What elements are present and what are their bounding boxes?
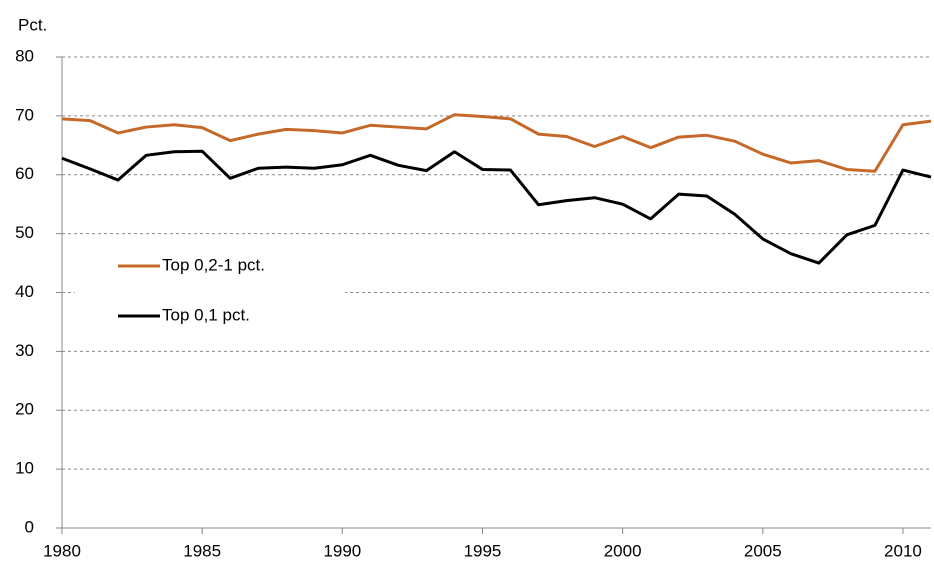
y-tick-label: 40 — [15, 282, 34, 301]
legend-label: Top 0,2-1 pct. — [162, 255, 265, 274]
legend-box — [75, 244, 345, 336]
legend-label: Top 0,1 pct. — [162, 305, 250, 324]
y-tick-label: 80 — [15, 46, 34, 65]
y-tick-label: 0 — [25, 517, 34, 536]
x-tick-label: 1985 — [183, 541, 221, 560]
y-tick-label: 10 — [15, 459, 34, 478]
y-tick-label: 50 — [15, 223, 34, 242]
y-tick-label: 30 — [15, 341, 34, 360]
x-tick-label: 1995 — [464, 541, 502, 560]
x-tick-label: 2005 — [744, 541, 782, 560]
line-series — [61, 149, 932, 265]
y-axis-label: Pct. — [18, 15, 47, 34]
y-tick-label: 20 — [15, 400, 34, 419]
line-series — [61, 113, 932, 173]
x-tick-label: 2010 — [884, 541, 922, 560]
y-tick-label: 70 — [15, 105, 34, 124]
y-tick-label: 60 — [15, 164, 34, 183]
x-tick-label: 1980 — [43, 541, 81, 560]
x-tick-label: 2000 — [604, 541, 642, 560]
x-tick-label: 1990 — [323, 541, 361, 560]
